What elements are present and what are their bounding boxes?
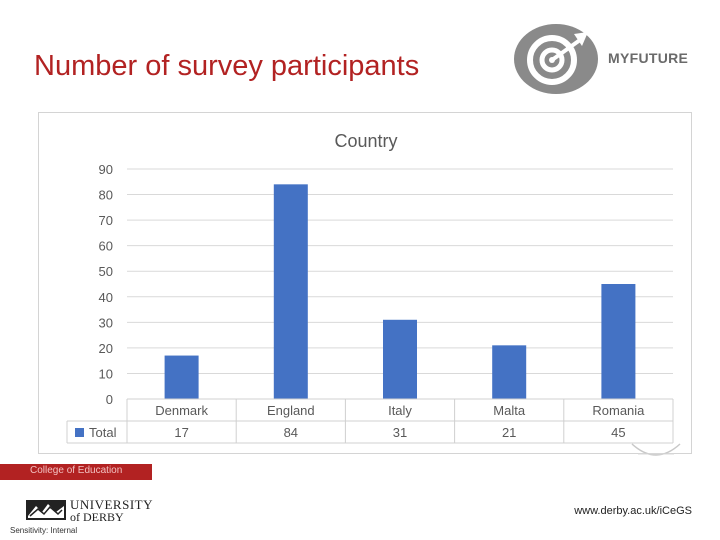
bar-chart: Country 0 10 20 30 40 50 60 70 80 90 Denmark 17 Eng… xyxy=(66,131,674,444)
bar-denmark xyxy=(164,355,199,399)
chart-panel: Country 0 10 20 30 40 50 60 70 80 90 Denmark 17 Eng… xyxy=(38,112,692,454)
data-table-value: 21 xyxy=(502,425,516,440)
x-tick-label: England xyxy=(267,403,315,418)
y-tick-label: 10 xyxy=(99,366,113,381)
legend-swatch xyxy=(75,428,84,437)
logo-text: MYFUTURE xyxy=(608,50,689,66)
university-crest-icon xyxy=(26,500,66,520)
myfuture-logo: MYFUTURE xyxy=(512,22,702,96)
page-title: Number of survey participants xyxy=(34,50,420,82)
data-table-value: 17 xyxy=(174,425,188,440)
watermark-stamp-icon xyxy=(631,443,681,456)
y-tick-label: 40 xyxy=(99,290,113,305)
bar-malta xyxy=(492,345,527,399)
university-subname: of DERBY xyxy=(70,510,124,524)
x-tick-label: Denmark xyxy=(155,403,208,418)
y-tick-label: 20 xyxy=(99,341,113,356)
x-tick-label: Romania xyxy=(592,403,645,418)
university-name: UNIVERSITY xyxy=(70,497,153,512)
y-tick-label: 0 xyxy=(106,392,113,407)
college-divider xyxy=(0,464,152,480)
bar-italy xyxy=(383,319,417,399)
bar-romania xyxy=(601,284,636,399)
data-table-value: 84 xyxy=(284,425,298,440)
data-table-value: 31 xyxy=(393,425,407,440)
sensitivity-label: Sensitivity: Internal xyxy=(10,526,78,535)
y-tick-label: 90 xyxy=(99,162,113,177)
legend-label: Total xyxy=(89,425,117,440)
x-tick-label: Italy xyxy=(388,403,412,418)
chart-title: Country xyxy=(334,131,397,151)
y-tick-label: 30 xyxy=(99,315,113,330)
divider-label: College of Education xyxy=(30,465,123,476)
y-tick-label: 60 xyxy=(99,239,113,254)
target-arrow-icon xyxy=(514,24,598,94)
data-table-value: 45 xyxy=(611,425,625,440)
footer-url[interactable]: www.derby.ac.uk/iCeGS xyxy=(574,505,692,517)
y-tick-label: 50 xyxy=(99,264,113,279)
y-tick-label: 80 xyxy=(99,188,113,203)
bar-england xyxy=(273,184,308,399)
x-tick-label: Malta xyxy=(493,403,526,418)
y-tick-label: 70 xyxy=(99,213,113,228)
